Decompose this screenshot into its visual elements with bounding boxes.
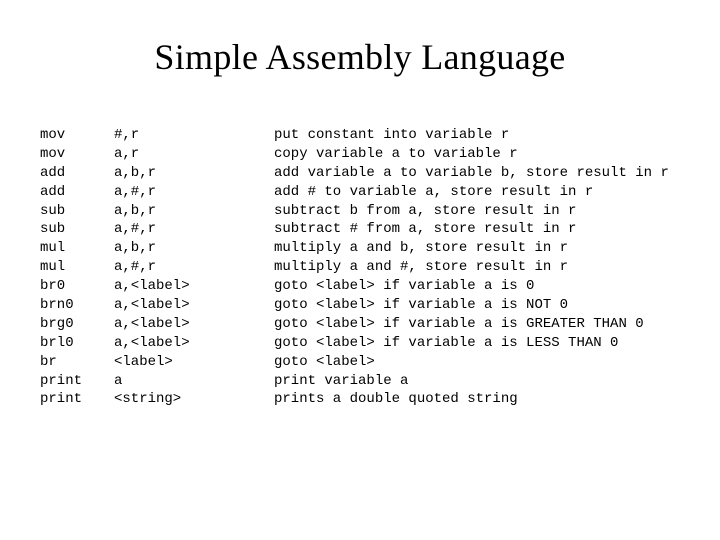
description-cell: subtract # from a, store result in r: [274, 220, 682, 239]
description-cell: goto <label> if variable a is NOT 0: [274, 296, 682, 315]
slide: Simple Assembly Language mov#,rput const…: [0, 0, 720, 540]
args-cell: <label>: [114, 353, 274, 372]
table-row: suba,#,rsubtract # from a, store result …: [40, 220, 682, 239]
table-row: suba,b,rsubtract b from a, store result …: [40, 202, 682, 221]
args-cell: a,r: [114, 145, 274, 164]
description-cell: multiply a and #, store result in r: [274, 258, 682, 277]
opcode-cell: br: [40, 353, 114, 372]
args-cell: <string>: [114, 390, 274, 409]
args-cell: a: [114, 372, 274, 391]
table-row: br0a,<label>goto <label> if variable a i…: [40, 277, 682, 296]
table-row: brn0a,<label>goto <label> if variable a …: [40, 296, 682, 315]
description-cell: print variable a: [274, 372, 682, 391]
opcode-cell: brn0: [40, 296, 114, 315]
opcode-cell: mov: [40, 126, 114, 145]
table-row: mova,rcopy variable a to variable r: [40, 145, 682, 164]
opcode-cell: mul: [40, 239, 114, 258]
opcode-cell: add: [40, 183, 114, 202]
args-cell: a,b,r: [114, 202, 274, 221]
opcode-cell: print: [40, 390, 114, 409]
args-cell: a,<label>: [114, 315, 274, 334]
description-cell: multiply a and b, store result in r: [274, 239, 682, 258]
table-row: brg0a,<label>goto <label> if variable a …: [40, 315, 682, 334]
args-cell: a,<label>: [114, 296, 274, 315]
args-cell: a,b,r: [114, 164, 274, 183]
opcode-cell: mov: [40, 145, 114, 164]
description-cell: goto <label>: [274, 353, 682, 372]
table-row: print<string>prints a double quoted stri…: [40, 390, 682, 409]
opcode-cell: brg0: [40, 315, 114, 334]
args-cell: #,r: [114, 126, 274, 145]
opcode-cell: print: [40, 372, 114, 391]
opcode-cell: sub: [40, 220, 114, 239]
description-cell: prints a double quoted string: [274, 390, 682, 409]
table-row: adda,#,radd # to variable a, store resul…: [40, 183, 682, 202]
table-row: mov#,rput constant into variable r: [40, 126, 682, 145]
description-cell: copy variable a to variable r: [274, 145, 682, 164]
description-cell: goto <label> if variable a is 0: [274, 277, 682, 296]
args-cell: a,<label>: [114, 334, 274, 353]
description-cell: goto <label> if variable a is LESS THAN …: [274, 334, 682, 353]
args-cell: a,#,r: [114, 220, 274, 239]
args-cell: a,b,r: [114, 239, 274, 258]
table-row: br<label>goto <label>: [40, 353, 682, 372]
args-cell: a,#,r: [114, 258, 274, 277]
table-row: mula,b,rmultiply a and b, store result i…: [40, 239, 682, 258]
opcode-cell: sub: [40, 202, 114, 221]
args-cell: a,<label>: [114, 277, 274, 296]
table-row: printaprint variable a: [40, 372, 682, 391]
description-cell: goto <label> if variable a is GREATER TH…: [274, 315, 682, 334]
table-row: mula,#,rmultiply a and #, store result i…: [40, 258, 682, 277]
description-cell: add variable a to variable b, store resu…: [274, 164, 682, 183]
description-cell: add # to variable a, store result in r: [274, 183, 682, 202]
instruction-table: mov#,rput constant into variable rmova,r…: [38, 126, 682, 409]
table-row: brl0a,<label>goto <label> if variable a …: [40, 334, 682, 353]
opcode-cell: add: [40, 164, 114, 183]
args-cell: a,#,r: [114, 183, 274, 202]
opcode-cell: br0: [40, 277, 114, 296]
description-cell: subtract b from a, store result in r: [274, 202, 682, 221]
opcode-cell: brl0: [40, 334, 114, 353]
description-cell: put constant into variable r: [274, 126, 682, 145]
table-row: adda,b,radd variable a to variable b, st…: [40, 164, 682, 183]
opcode-cell: mul: [40, 258, 114, 277]
slide-title: Simple Assembly Language: [38, 36, 682, 78]
